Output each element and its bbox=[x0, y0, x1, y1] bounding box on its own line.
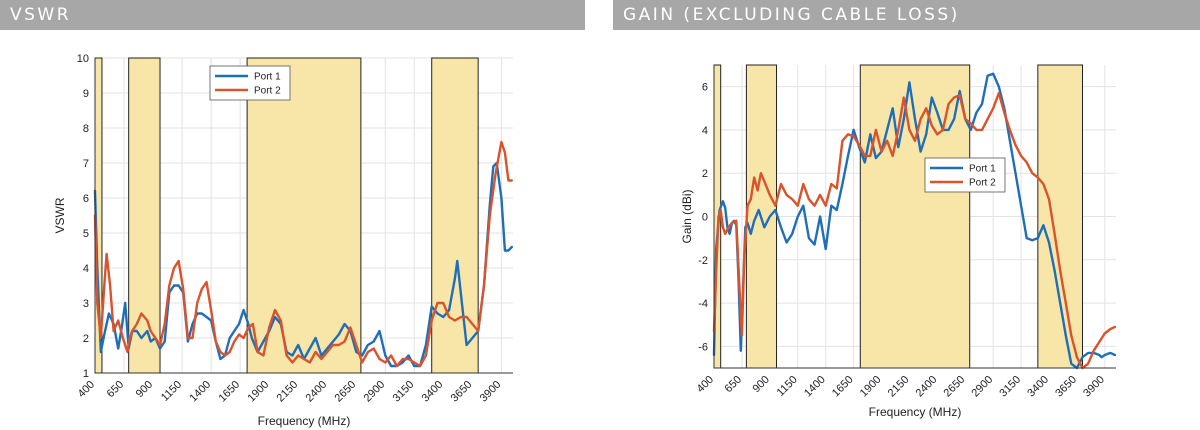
band-2 bbox=[246, 57, 362, 374]
x-tick-label: 2650 bbox=[333, 379, 359, 405]
y-tick-label: -6 bbox=[698, 341, 708, 353]
x-tick-label: 650 bbox=[723, 374, 744, 395]
x-tick-label: 1900 bbox=[245, 379, 271, 405]
y-tick-label: -4 bbox=[698, 298, 708, 310]
legend: Port 1 Port 2 bbox=[924, 157, 1006, 193]
y-tick-label: -2 bbox=[698, 255, 708, 267]
x-tick-label: 3900 bbox=[1081, 374, 1107, 400]
x-axis-label: Frequency (MHz) bbox=[258, 414, 351, 428]
y-tick-label: 2 bbox=[702, 168, 708, 180]
y-tick-label: 0 bbox=[702, 212, 708, 224]
x-tick-label: 3650 bbox=[449, 379, 475, 405]
vswr-header: VSWR bbox=[0, 0, 585, 30]
x-tick-label: 2400 bbox=[304, 379, 330, 405]
band-3 bbox=[1037, 64, 1084, 369]
x-tick-label: 3900 bbox=[478, 379, 504, 405]
y-tick-label: 8 bbox=[83, 123, 89, 135]
x-tick-label: 1150 bbox=[775, 374, 800, 399]
band-1 bbox=[128, 57, 161, 374]
legend-box bbox=[209, 65, 291, 101]
x-tick-label: 3400 bbox=[1025, 374, 1051, 400]
series-line-port-2 bbox=[712, 91, 1117, 370]
x-tick-label: 2900 bbox=[969, 374, 995, 400]
x-tick-label: 650 bbox=[105, 379, 126, 400]
legend-label-port-1: Port 1 bbox=[254, 72, 281, 83]
y-axis-label: VSWR bbox=[53, 197, 67, 233]
y-tick-label: 10 bbox=[77, 53, 89, 65]
x-tick-label: 1650 bbox=[830, 374, 856, 400]
y-axis-label: Gain (dBi) bbox=[680, 189, 694, 243]
legend: Port 1 Port 2 bbox=[209, 65, 291, 101]
y-tick-label: 5 bbox=[83, 228, 89, 240]
legend-label-port-2: Port 2 bbox=[254, 86, 281, 97]
x-tick-label: 3650 bbox=[1053, 374, 1079, 400]
band-3 bbox=[431, 57, 479, 374]
legend-label-port-2: Port 2 bbox=[969, 178, 996, 189]
x-tick-label: 2900 bbox=[362, 379, 388, 405]
legend-label-port-1: Port 1 bbox=[969, 164, 996, 175]
vswr-chart: 1 2 3 4 5 6 7 8 9 10 400 650 900 1150 1400 1650 1900 2150… bbox=[53, 53, 513, 428]
gain-panel: GAIN (EXCLUDING CABLE LOSS) -6 -4 -2 0 2 4 6 40… bbox=[613, 0, 1200, 430]
x-tick-label: 1400 bbox=[187, 379, 213, 405]
y-tick-label: 4 bbox=[702, 125, 708, 137]
y-tick-label: 3 bbox=[83, 298, 89, 310]
x-tick-label: 900 bbox=[750, 374, 771, 395]
x-tick-label: 2400 bbox=[914, 374, 940, 400]
legend-box bbox=[924, 157, 1006, 193]
x-tick-label: 900 bbox=[134, 379, 155, 400]
y-tick-label: 4 bbox=[83, 263, 89, 275]
x-tick-label: 1400 bbox=[802, 374, 828, 400]
series-line-port-2 bbox=[93, 140, 513, 368]
y-tick-label: 9 bbox=[83, 88, 89, 100]
vswr-panel: VSWR 1 2 3 4 5 6 7 8 9 10 400 650 900 1150 1400 1650 190… bbox=[0, 0, 585, 430]
y-tick-label: 6 bbox=[83, 193, 89, 205]
y-tick-label: 7 bbox=[83, 158, 89, 170]
x-tick-label: 3150 bbox=[997, 374, 1023, 400]
x-tick-label: 1150 bbox=[159, 379, 184, 404]
band-2 bbox=[859, 64, 971, 369]
x-tick-label: 2150 bbox=[275, 379, 301, 405]
y-tick-label: 6 bbox=[702, 82, 708, 94]
x-tick-label: 1650 bbox=[216, 379, 242, 405]
gain-header: GAIN (EXCLUDING CABLE LOSS) bbox=[613, 0, 1200, 30]
x-tick-label: 400 bbox=[76, 379, 97, 400]
y-tick-label: 1 bbox=[83, 368, 89, 380]
x-tick-label: 2150 bbox=[886, 374, 912, 400]
x-axis-label: Frequency (MHz) bbox=[869, 405, 962, 419]
x-tick-label: 1900 bbox=[858, 374, 884, 400]
x-tick-label: 2650 bbox=[942, 374, 968, 400]
x-tick-label: 3150 bbox=[391, 379, 417, 405]
x-tick-label: 3400 bbox=[420, 379, 446, 405]
x-tick-label: 400 bbox=[695, 374, 716, 395]
y-tick-label: 2 bbox=[83, 333, 89, 345]
